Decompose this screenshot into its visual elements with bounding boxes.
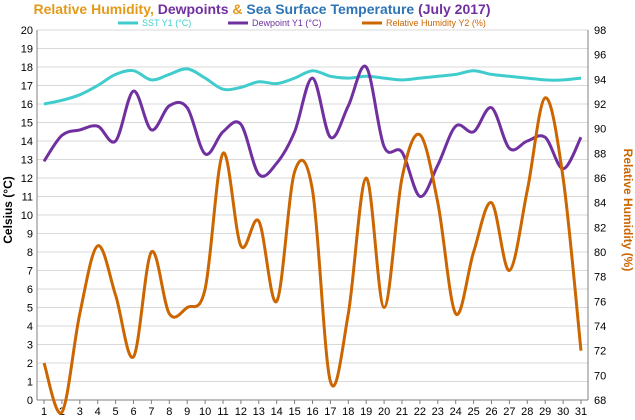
x-tick-label: 19 xyxy=(360,406,372,418)
grid xyxy=(37,29,588,401)
x-tick-label: 29 xyxy=(539,406,551,418)
y2-tick-label: 70 xyxy=(594,370,606,382)
y2-tick-label: 94 xyxy=(594,74,606,86)
x-tick-label: 5 xyxy=(113,406,119,418)
chart-title: Relative Humidity, Dewpoints & Sea Surfa… xyxy=(34,1,491,17)
y2-tick-label: 92 xyxy=(594,99,606,111)
y-tick-label: 4 xyxy=(27,321,33,333)
x-tick-label: 9 xyxy=(184,406,190,418)
chart-title-segment: & xyxy=(229,1,247,17)
series-lines xyxy=(42,64,583,415)
y2-axis-ticks: 68 70 72 74 76 78 80 82 84 86 88 90 92 94 96 98 xyxy=(594,25,606,407)
y-tick-label: 2 xyxy=(27,358,33,370)
x-tick-label: 11 xyxy=(217,406,228,418)
y2-tick-label: 84 xyxy=(594,198,606,210)
y2-tick-label: 78 xyxy=(594,272,606,284)
y-tick-label: 12 xyxy=(21,173,33,185)
x-tick-label: 4 xyxy=(95,406,101,418)
x-tick-label: 24 xyxy=(450,406,462,418)
legend: SST Y1 (°C) Dewpoint Y1 (°C) Relative Humi… xyxy=(118,18,486,28)
x-tick-label: 16 xyxy=(306,406,318,418)
x-tick-label: 25 xyxy=(467,406,479,418)
x-tick-label: 21 xyxy=(396,406,408,418)
x-tick-label: 12 xyxy=(235,406,247,418)
chart-title-segment: (July 2017) xyxy=(414,1,490,17)
x-tick-label: 20 xyxy=(378,406,390,418)
y2-tick-label: 76 xyxy=(594,296,606,308)
x-tick-label: 3 xyxy=(77,406,83,418)
x-tick-label: 27 xyxy=(503,406,515,418)
y2-axis-label: Relative Humidity (%) xyxy=(621,149,635,272)
legend-label: Dewpoint Y1 (°C) xyxy=(252,18,321,28)
x-tick-label: 23 xyxy=(432,406,444,418)
x-tick-label: 26 xyxy=(485,406,497,418)
y-tick-label: 16 xyxy=(21,99,33,111)
y-tick-label: 20 xyxy=(21,25,33,37)
y2-tick-label: 74 xyxy=(594,321,606,333)
y-tick-label: 1 xyxy=(27,377,33,389)
y-tick-label: 11 xyxy=(22,192,33,204)
chart-title-segment: Relative Humidity xyxy=(34,1,152,17)
x-tick-label: 8 xyxy=(166,406,172,418)
chart-title-segment: Dewpoints xyxy=(158,1,229,17)
x-tick-label: 22 xyxy=(414,406,426,418)
y2-tick-label: 72 xyxy=(594,346,606,358)
y2-tick-label: 88 xyxy=(594,148,606,160)
sst-line xyxy=(43,67,582,106)
y2-tick-label: 90 xyxy=(594,124,606,136)
legend-label: SST Y1 (°C) xyxy=(142,18,191,28)
y-tick-label: 18 xyxy=(21,62,33,74)
x-axis-ticks: 1 2 3 4 5 6 7 8 9 10 11 12 13 14 15 16 17 18 19 20 21 22 23 24 2… xyxy=(41,400,587,418)
y2-tick-label: 68 xyxy=(594,395,606,407)
y-tick-label: 13 xyxy=(21,155,33,167)
chart-title-segment: , xyxy=(150,1,158,17)
y2-tick-label: 98 xyxy=(594,25,606,37)
y-tick-label: 6 xyxy=(27,284,33,296)
y2-tick-label: 82 xyxy=(594,222,606,234)
x-tick-label: 7 xyxy=(148,406,154,418)
x-tick-label: 13 xyxy=(253,406,265,418)
x-tick-label: 28 xyxy=(521,406,533,418)
x-tick-label: 31 xyxy=(575,406,587,418)
y-tick-label: 10 xyxy=(21,210,33,222)
x-tick-label: 17 xyxy=(324,406,336,418)
y-tick-label: 14 xyxy=(21,136,33,148)
relative-humidity-line xyxy=(42,96,583,415)
x-tick-label: 6 xyxy=(130,406,136,418)
y-tick-label: 7 xyxy=(27,266,33,278)
y-tick-label: 9 xyxy=(27,229,33,241)
y2-tick-label: 80 xyxy=(594,247,606,259)
y-tick-label: 5 xyxy=(27,303,33,315)
y2-tick-label: 96 xyxy=(594,50,606,62)
legend-label: Relative Humidity Y2 (%) xyxy=(386,18,486,28)
y-tick-label: 19 xyxy=(21,44,33,56)
x-tick-label: 1 xyxy=(41,406,47,418)
y-tick-label: 0 xyxy=(27,395,33,407)
y-tick-label: 8 xyxy=(27,247,33,259)
dewpoint-line xyxy=(42,64,583,198)
x-tick-label: 14 xyxy=(271,406,283,418)
x-tick-label: 10 xyxy=(199,406,211,418)
x-tick-label: 18 xyxy=(342,406,354,418)
y-axis-label: Celsius (°C) xyxy=(1,176,15,243)
y-tick-label: 3 xyxy=(27,340,33,352)
x-tick-label: 30 xyxy=(557,406,569,418)
y-tick-label: 17 xyxy=(21,81,33,93)
x-tick-label: 15 xyxy=(288,406,300,418)
y2-tick-label: 86 xyxy=(594,173,606,185)
y-tick-label: 15 xyxy=(21,118,33,130)
chart-title-segment: Sea Surface Temperature xyxy=(246,1,414,17)
